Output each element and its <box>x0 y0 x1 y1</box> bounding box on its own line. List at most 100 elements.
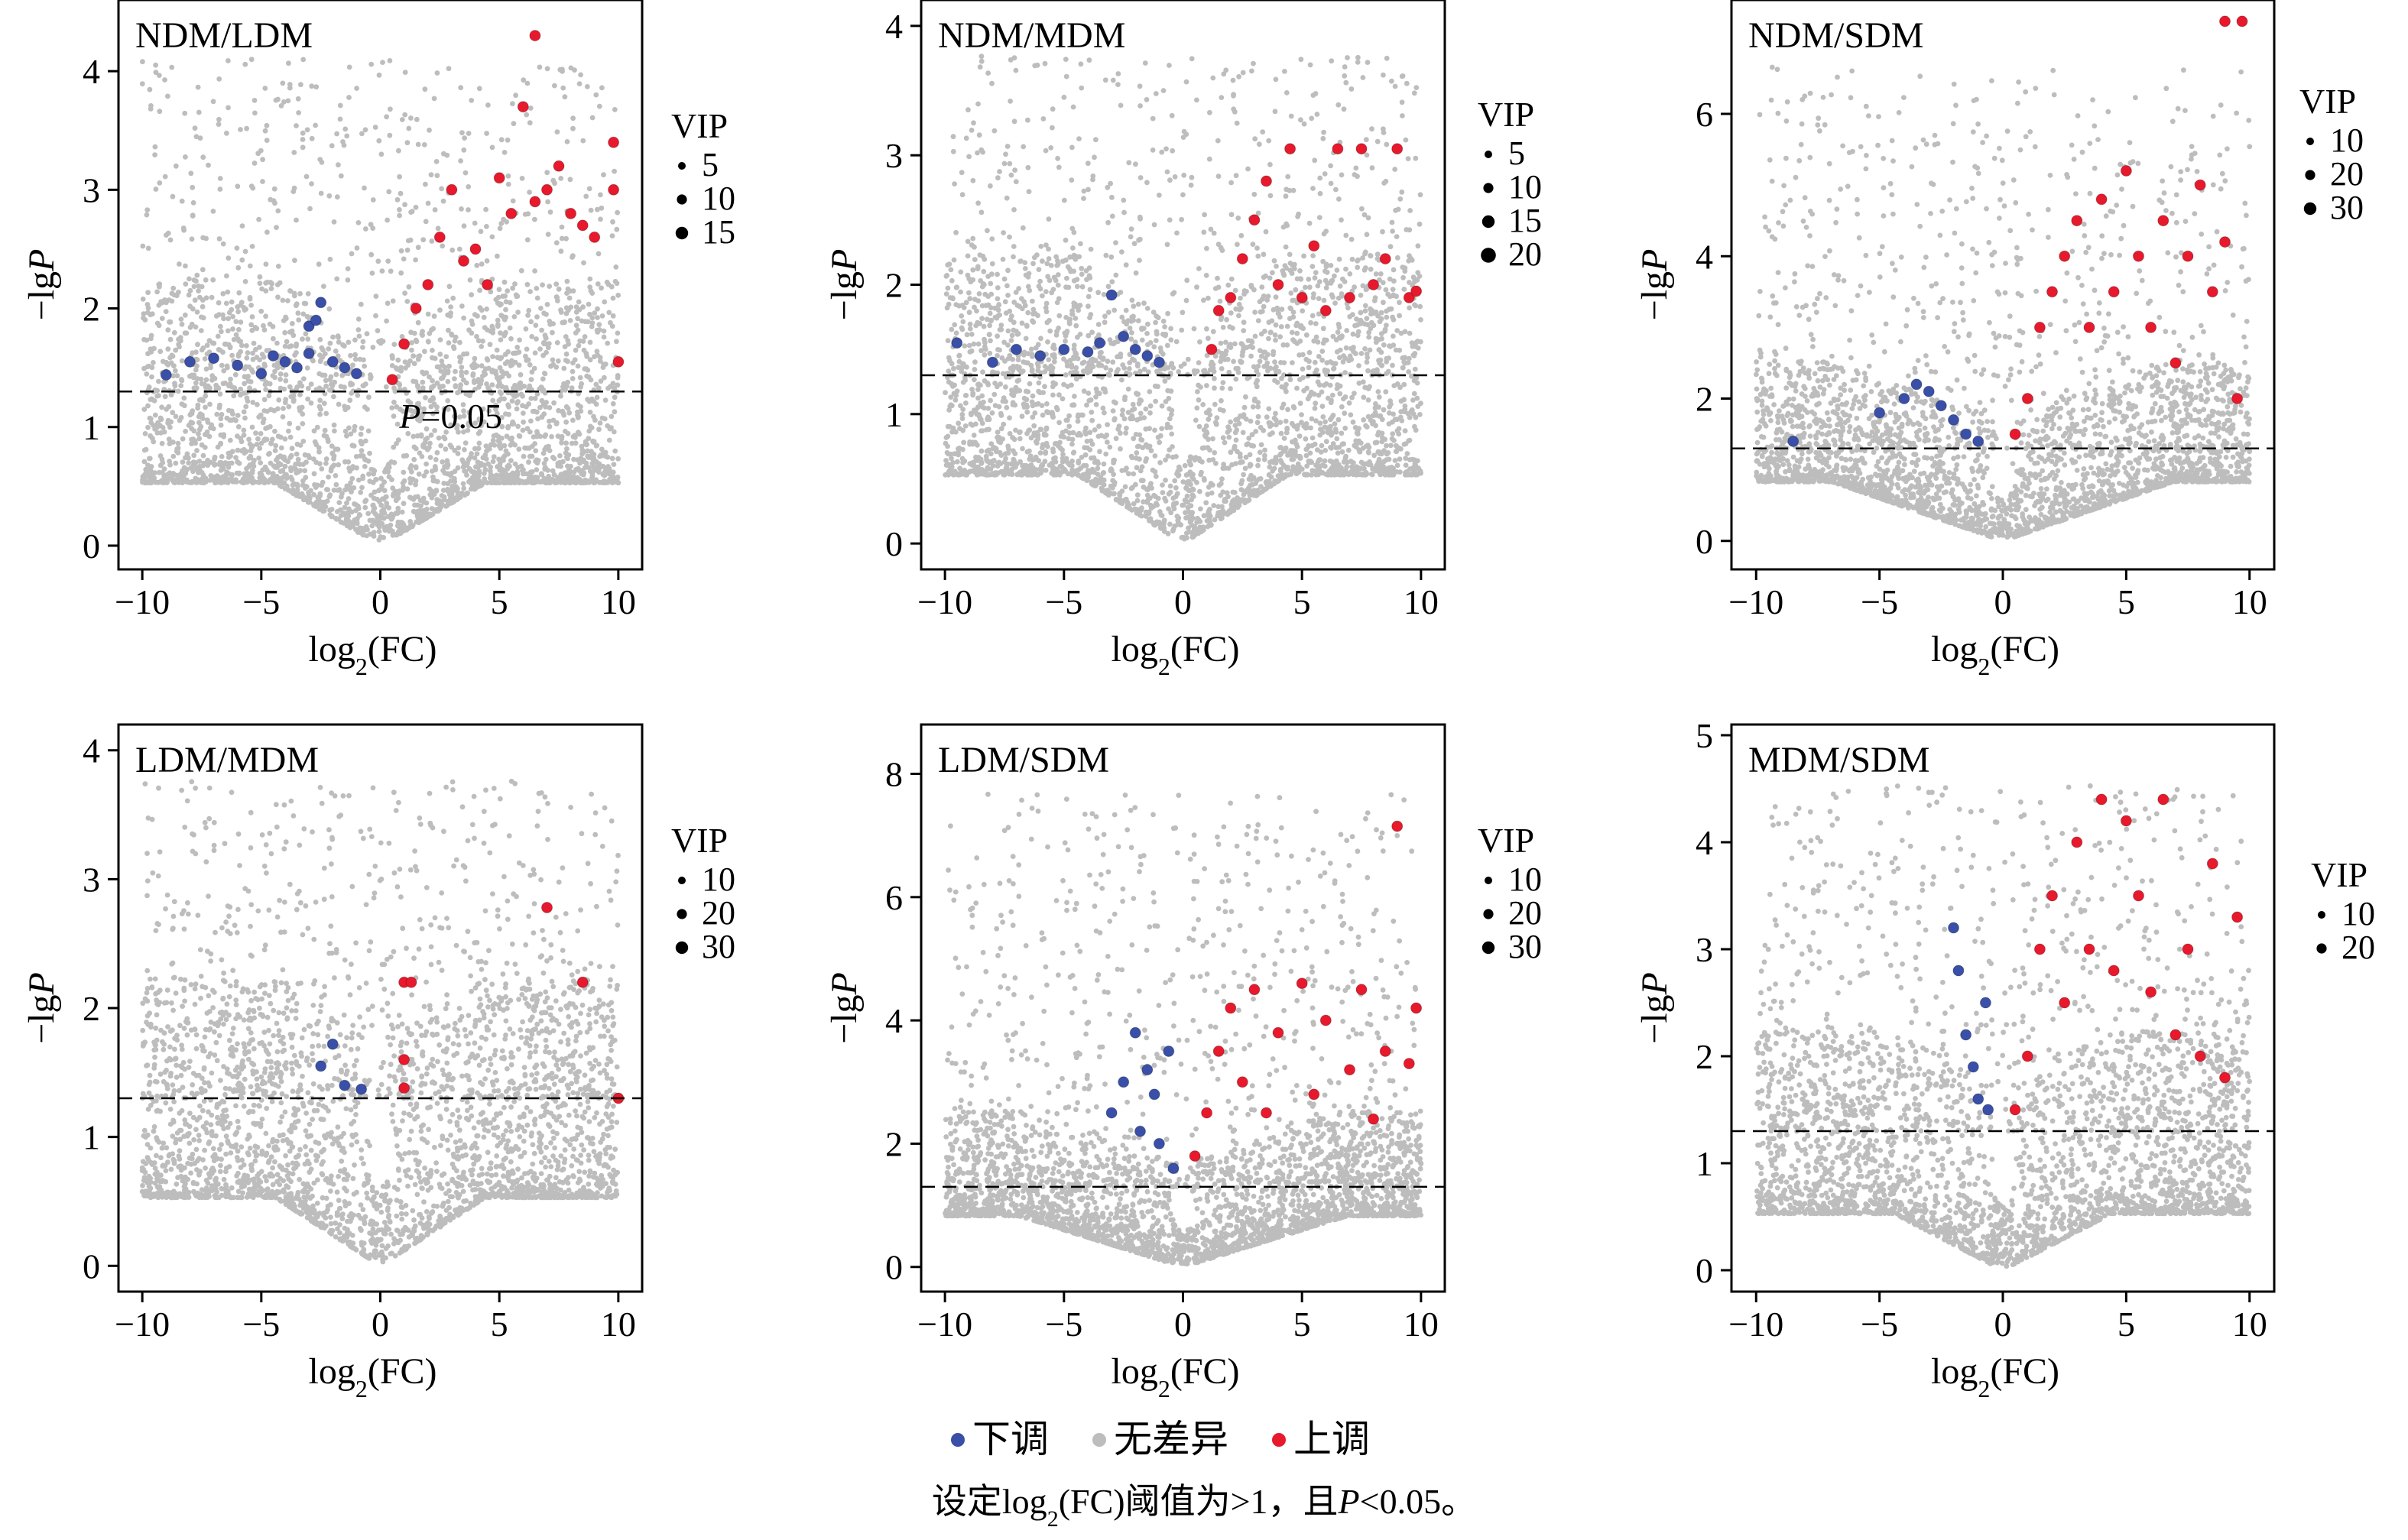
y-tick-label: 3 <box>83 170 100 209</box>
down-point <box>1105 289 1118 301</box>
up-point <box>576 219 589 232</box>
x-tick-label: 0 <box>1994 582 2012 621</box>
x-tick-label: −5 <box>242 582 280 621</box>
up-point <box>1261 175 1272 187</box>
down-point <box>1094 337 1105 349</box>
panel-1: P=0.05−10 −5 0 5 1001234log2(FC)−lgPNDM/LDMV… <box>21 0 735 680</box>
up-point <box>2219 1072 2231 1084</box>
up-point <box>1212 1046 1225 1057</box>
vip-legend-label: 20 <box>2341 929 2375 966</box>
vip-legend-title: VIP <box>671 821 728 860</box>
series-up <box>398 902 625 1104</box>
down-point <box>339 1079 351 1091</box>
vip-legend-marker <box>678 877 686 884</box>
up-point <box>493 172 505 184</box>
vip-legend-marker <box>675 941 689 955</box>
y-tick-label: 6 <box>1696 95 1713 134</box>
up-point <box>529 196 541 208</box>
legend-item-none: 无差异 <box>1092 1418 1228 1461</box>
series-down <box>951 289 1165 368</box>
down-point <box>1960 1029 1972 1041</box>
vip-legend-label: 30 <box>1508 928 1542 965</box>
up-point <box>1332 143 1344 155</box>
up-point <box>2145 321 2157 333</box>
x-tick-label: −10 <box>1728 1305 1783 1344</box>
y-tick-label: 1 <box>83 1118 100 1157</box>
up-point <box>2095 193 2108 206</box>
down-point <box>303 348 315 359</box>
up-point <box>2169 1029 2182 1041</box>
down-point <box>1082 346 1094 358</box>
up-point <box>2009 1104 2021 1116</box>
panel-title: NDM/SDM <box>1748 15 1923 56</box>
up-point <box>2108 286 2120 298</box>
y-tick-label: 4 <box>885 1001 903 1040</box>
up-point <box>2059 250 2071 262</box>
up-point <box>2182 250 2194 262</box>
up-point <box>2120 165 2132 177</box>
x-tick-label: −5 <box>242 1305 280 1344</box>
down-point <box>1787 435 1800 447</box>
series-up <box>1189 820 1423 1162</box>
up-point <box>1355 143 1368 155</box>
down-point <box>326 355 339 368</box>
up-point <box>1236 253 1248 265</box>
panel-title: NDM/MDM <box>938 15 1125 56</box>
down-point <box>1129 343 1141 355</box>
up-point <box>1248 984 1261 996</box>
down-point <box>160 369 172 381</box>
y-axis-title: −lgP <box>21 249 62 321</box>
down-point <box>1163 1046 1175 1057</box>
vip-legend-marker <box>2316 943 2327 954</box>
up-point <box>2046 890 2058 902</box>
series-up <box>386 30 625 386</box>
down-point <box>303 320 315 332</box>
series-down <box>1948 922 1994 1116</box>
down-point <box>1153 1137 1165 1149</box>
x-tick-label: 5 <box>1293 1305 1311 1344</box>
panel-4: −10 −5 0 5 1001234log2(FC)−lgPLDM/MDMVIP1020… <box>21 723 735 1402</box>
y-tick-label: 1 <box>885 395 903 434</box>
up-point <box>2145 986 2157 998</box>
series-up <box>1206 143 1423 355</box>
up-point <box>1225 291 1237 303</box>
up-point <box>1212 304 1225 316</box>
series-down <box>160 297 362 381</box>
y-tick-label: 4 <box>83 52 100 91</box>
y-tick-label: 3 <box>83 860 100 899</box>
up-point <box>458 255 469 267</box>
down-point <box>315 297 327 309</box>
no-difference-points <box>1754 64 2253 540</box>
x-tick-label: 0 <box>372 1305 389 1344</box>
vip-legend-label: 15 <box>702 213 735 251</box>
up-point <box>2182 943 2194 955</box>
vip-legend-marker <box>1485 877 1492 884</box>
vip-legend-label: 10 <box>2341 895 2375 932</box>
legend-item-up: 上调 <box>1272 1418 1370 1461</box>
panel-title: MDM/SDM <box>1748 740 1929 780</box>
up-point <box>2059 997 2071 1009</box>
up-point <box>1272 279 1284 290</box>
legend-label-down: 下调 <box>972 1418 1049 1461</box>
up-point <box>2009 428 2021 440</box>
up-point <box>2206 286 2218 298</box>
down-point <box>291 361 303 374</box>
x-tick-label: −10 <box>115 582 170 621</box>
vip-legend-marker <box>677 909 687 919</box>
threshold-label: P=0.05 <box>398 397 502 436</box>
up-point <box>1206 343 1218 355</box>
up-point <box>2095 793 2108 806</box>
y-axis-title: −lgP <box>824 249 865 321</box>
x-axis-title: log2(FC) <box>1931 629 2059 680</box>
x-tick-label: 10 <box>2232 582 2267 621</box>
up-point <box>1379 1046 1391 1057</box>
up-point <box>1319 1014 1332 1026</box>
no-difference-points <box>943 53 1423 542</box>
up-point <box>2219 15 2231 28</box>
up-point <box>2083 943 2095 955</box>
vip-legend-marker <box>2303 202 2317 216</box>
vip-legend-title: VIP <box>671 106 728 145</box>
